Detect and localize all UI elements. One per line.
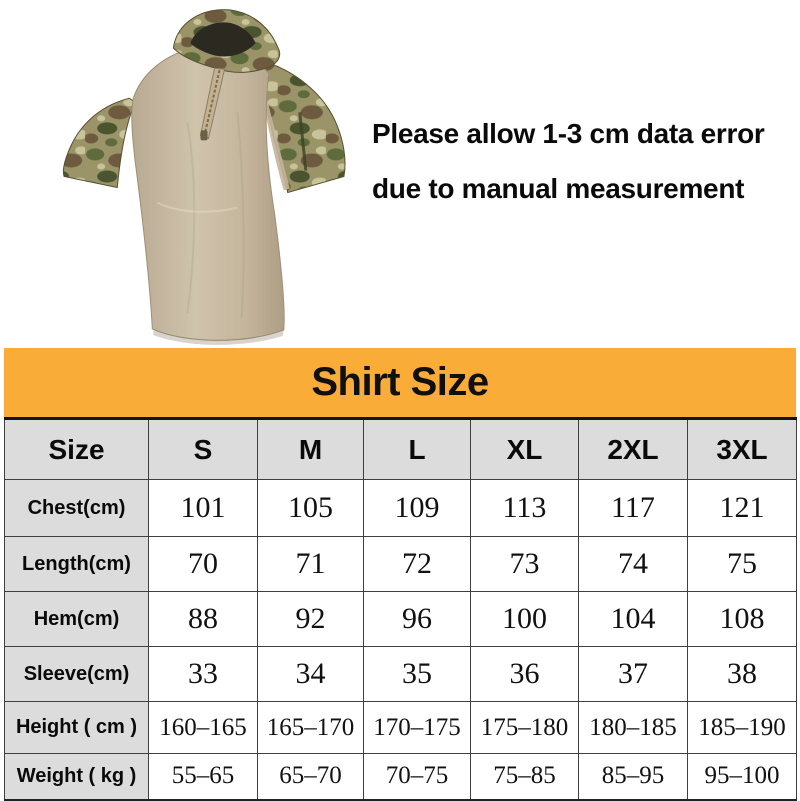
hem-2xl: 104 bbox=[578, 591, 688, 647]
size-chart-table: Size S M L XL 2XL 3XL Chest(cm) 101 105 … bbox=[4, 417, 797, 801]
measurement-note-line2: due to manual measurement bbox=[372, 173, 745, 204]
hem-l: 96 bbox=[363, 591, 471, 647]
table-row-sleeve: Sleeve(cm) 33 34 35 36 37 38 bbox=[4, 646, 797, 702]
product-photo bbox=[36, 2, 374, 348]
table-header-row: Size S M L XL 2XL 3XL bbox=[4, 418, 797, 480]
shirt-collar bbox=[172, 9, 281, 73]
size-chart-title: Shirt Size bbox=[311, 360, 489, 404]
chest-2xl: 117 bbox=[578, 479, 688, 537]
column-header-l: L bbox=[363, 418, 471, 480]
row-label-chest: Chest(cm) bbox=[4, 479, 149, 537]
column-header-size: Size bbox=[4, 418, 149, 480]
weight-l: 70–75 bbox=[363, 753, 471, 800]
table-row-weight: Weight ( kg ) 55–65 65–70 70–75 75–85 85… bbox=[4, 753, 797, 800]
zipper-pull bbox=[200, 130, 208, 141]
table-row-height: Height ( cm ) 160–165 165–170 170–175 17… bbox=[4, 701, 797, 754]
measurement-note-line1: Please allow 1-3 cm data error bbox=[372, 118, 765, 149]
column-header-m: M bbox=[257, 418, 364, 480]
size-chart-title-bar: Shirt Size bbox=[4, 348, 796, 417]
camouflage-shirt-image bbox=[62, 9, 346, 345]
shirt-zipper bbox=[199, 67, 226, 141]
hem-xl: 100 bbox=[470, 591, 579, 647]
sleeve-l: 35 bbox=[363, 646, 471, 702]
sleeve-xl: 36 bbox=[470, 646, 579, 702]
chest-s: 101 bbox=[148, 479, 258, 537]
sleeve-3xl: 38 bbox=[687, 646, 797, 702]
length-xl: 73 bbox=[470, 536, 579, 592]
height-3xl: 185–190 bbox=[687, 701, 797, 754]
hero-section: Please allow 1-3 cm data error due to ma… bbox=[0, 0, 800, 348]
length-l: 72 bbox=[363, 536, 471, 592]
shirt-left-sleeve bbox=[62, 97, 136, 189]
column-header-xl: XL bbox=[470, 418, 579, 480]
sleeve-pocket-flap bbox=[298, 112, 308, 171]
sleeve-s: 33 bbox=[148, 646, 258, 702]
measurement-note: Please allow 1-3 cm data error due to ma… bbox=[372, 106, 792, 216]
row-label-hem: Hem(cm) bbox=[4, 591, 149, 647]
shirt-body bbox=[131, 44, 285, 345]
height-xl: 175–180 bbox=[470, 701, 579, 754]
row-label-weight: Weight ( kg ) bbox=[4, 753, 149, 800]
height-l: 170–175 bbox=[363, 701, 471, 754]
length-2xl: 74 bbox=[578, 536, 688, 592]
chest-xl: 113 bbox=[470, 479, 579, 537]
hem-s: 88 bbox=[148, 591, 258, 647]
height-2xl: 180–185 bbox=[578, 701, 688, 754]
height-s: 160–165 bbox=[148, 701, 258, 754]
hem-3xl: 108 bbox=[687, 591, 797, 647]
collar-opening bbox=[190, 22, 256, 57]
length-3xl: 75 bbox=[687, 536, 797, 592]
weight-2xl: 85–95 bbox=[578, 753, 688, 800]
chest-3xl: 121 bbox=[687, 479, 797, 537]
weight-xl: 75–85 bbox=[470, 753, 579, 800]
sleeve-m: 34 bbox=[257, 646, 364, 702]
shirt-right-sleeve bbox=[259, 59, 346, 194]
table-row-length: Length(cm) 70 71 72 73 74 75 bbox=[4, 536, 797, 592]
chest-m: 105 bbox=[257, 479, 364, 537]
weight-s: 55–65 bbox=[148, 753, 258, 800]
row-label-sleeve: Sleeve(cm) bbox=[4, 646, 149, 702]
column-header-2xl: 2XL bbox=[578, 418, 688, 480]
weight-m: 65–70 bbox=[257, 753, 364, 800]
row-label-length: Length(cm) bbox=[4, 536, 149, 592]
column-header-3xl: 3XL bbox=[687, 418, 797, 480]
hem-m: 92 bbox=[257, 591, 364, 647]
table-row-chest: Chest(cm) 101 105 109 113 117 121 bbox=[4, 479, 797, 537]
length-s: 70 bbox=[148, 536, 258, 592]
table-row-hem: Hem(cm) 88 92 96 100 104 108 bbox=[4, 591, 797, 647]
sleeve-2xl: 37 bbox=[578, 646, 688, 702]
weight-3xl: 95–100 bbox=[687, 753, 797, 800]
chest-l: 109 bbox=[363, 479, 471, 537]
column-header-s: S bbox=[148, 418, 258, 480]
length-m: 71 bbox=[257, 536, 364, 592]
height-m: 165–170 bbox=[257, 701, 364, 754]
row-label-height: Height ( cm ) bbox=[4, 701, 149, 754]
